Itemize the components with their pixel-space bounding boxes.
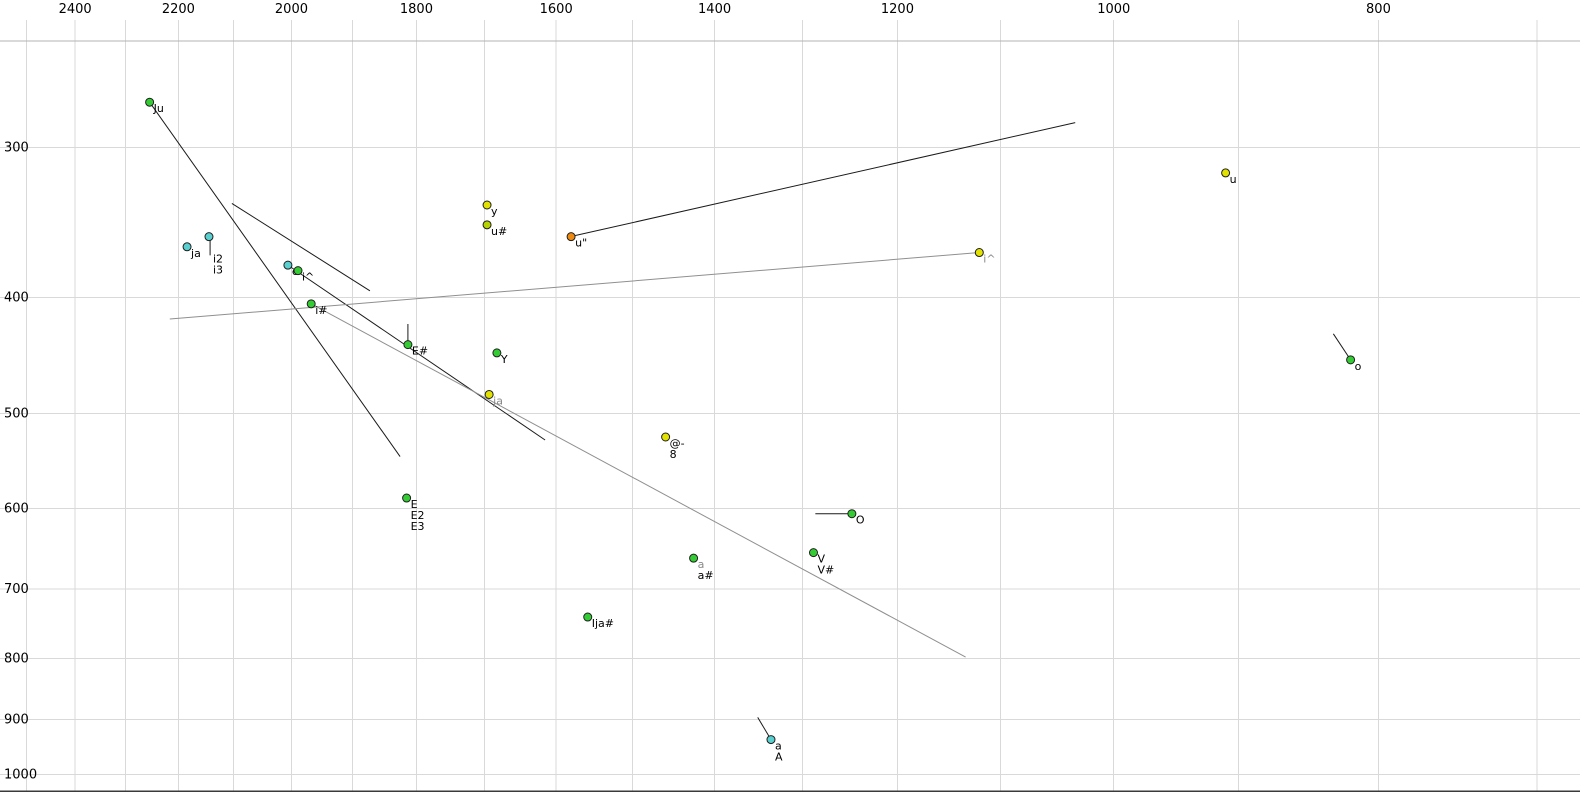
vowel-token-label: i^ [302,271,314,284]
vowel-token-label: u" [575,237,587,250]
y-tick-label: 400 [4,290,29,305]
x-tick-label: 1600 [540,2,573,17]
y-tick-label: 500 [4,407,29,422]
trajectory-line [570,122,1076,238]
x-tick-label: 1400 [698,2,731,17]
x-tick-label: 2000 [275,2,308,17]
vowel-token-label: O [856,514,865,527]
vowel-token-dot[interactable] [847,509,857,519]
vowel-token-dot[interactable] [204,232,214,242]
vowel-token-label: V [817,553,825,566]
vowel-token-dot[interactable] [482,220,492,230]
vowel-token-label: i3 [213,264,223,277]
vowel-token-dot[interactable] [766,735,776,745]
y-tick-label: 300 [4,141,29,156]
y-tick-label: 800 [4,651,29,666]
vowel-token-label: E [411,498,418,511]
x-tick-label: 800 [1366,2,1391,17]
vowel-token-label: a [698,558,705,571]
x-tick-label: 1800 [400,2,433,17]
vowel-token-label: i2 [213,253,223,266]
y-tick-label: 700 [4,582,29,597]
x-tick-label: 1200 [881,2,914,17]
trajectory-line [287,264,546,441]
vowel-token-dot[interactable] [661,432,671,442]
vowel-token-dot[interactable] [566,232,576,242]
vowel-token-label: o [1355,360,1362,373]
vowel-token-dot[interactable] [403,340,413,350]
vowel-token-label: Ija# [592,617,614,630]
vowel-token-dot[interactable] [482,200,492,210]
vowel-token-label: ja [190,247,201,260]
vowel-token-dot[interactable] [583,612,593,622]
vowel-token-label: ja [492,394,503,407]
vowel-token-label: E3 [411,520,425,533]
vowel-token-label: y [491,205,498,218]
y-tick-label: 900 [4,713,29,728]
y-tick-label: 1000 [4,768,37,783]
vowel-token-dot[interactable] [306,299,316,309]
trajectory-line [149,101,401,457]
vowel-token-label: @- [670,437,685,450]
vowel-token-dot[interactable] [808,548,818,558]
trajectory-line [1332,333,1352,361]
x-tick-label: 1000 [1097,2,1130,17]
vowel-token-dot[interactable] [182,242,192,252]
vowel-token-label: E2 [411,509,425,522]
vowel-token-label: A [775,751,783,764]
vowel-token-label: 8 [670,448,677,461]
vowel-token-label: u# [491,225,507,238]
vowel-token-dot[interactable] [484,389,494,399]
trajectory-line [169,252,980,320]
x-tick-label: 2400 [59,2,92,17]
vowel-token-label: V# [817,564,834,577]
vowel-token-label: i^ [983,253,995,266]
vowel-token-dot[interactable] [689,553,699,563]
vowel-token-label: u [1230,173,1237,186]
vowel-token-dot[interactable] [283,260,293,270]
vowel-token-label: Ju [153,102,164,115]
vowel-token-label: i# [315,304,327,317]
vowel-token-dot[interactable] [492,348,502,358]
vowel-token-label: a [775,740,782,753]
vowel-token-dot[interactable] [402,493,412,503]
vowel-token-label: a# [698,569,714,582]
y-tick-label: 600 [4,502,29,517]
vowel-token-dot[interactable] [293,266,303,276]
x-tick-label: 2200 [162,2,195,17]
vowel-token-dot[interactable] [974,248,984,258]
trajectory-line [231,203,371,292]
vowel-token-dot[interactable] [1346,355,1356,365]
vowel-token-dot[interactable] [1221,168,1231,178]
vowel-token-label: E# [412,345,428,358]
vowel-token-dot[interactable] [145,97,155,107]
trajectory-line [310,303,966,658]
vowel-token-label: Y [500,353,508,366]
